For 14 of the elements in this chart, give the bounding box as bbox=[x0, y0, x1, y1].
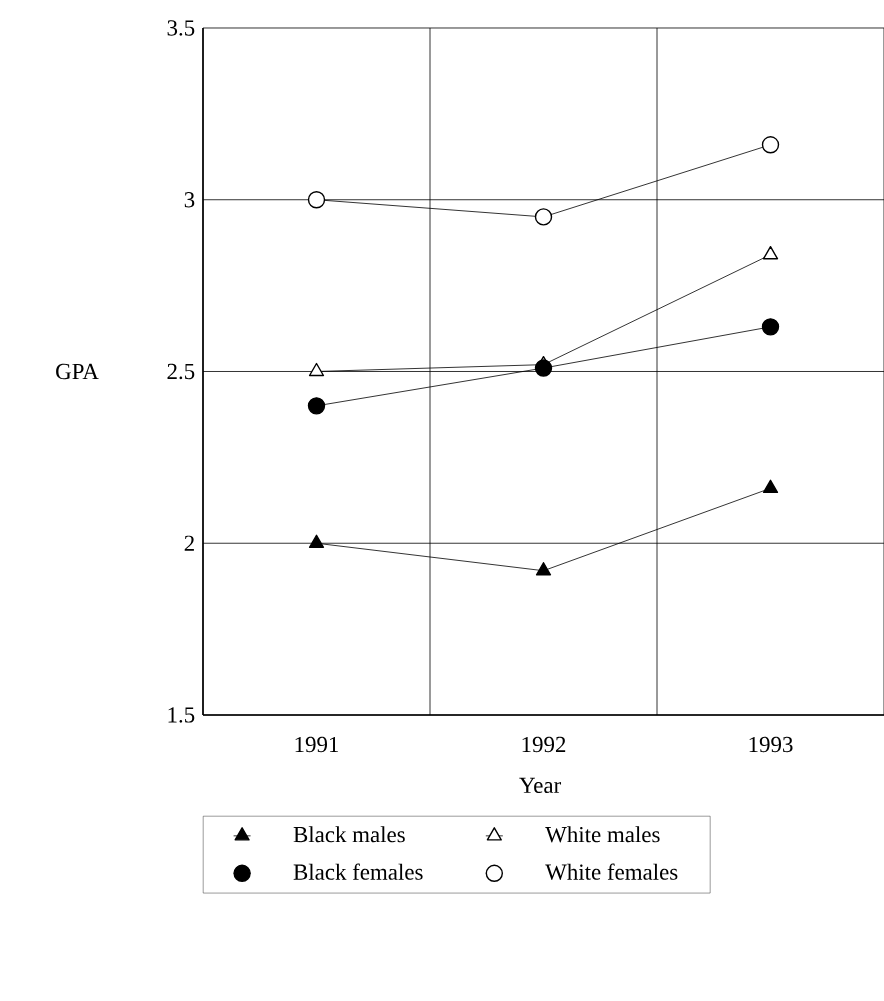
x-tick-label: 1991 bbox=[295, 736, 339, 753]
x-tick-label: 1993 bbox=[749, 736, 793, 753]
y-tick-label: 1.5 bbox=[168, 707, 195, 723]
x-tick-label: 1992 bbox=[522, 736, 566, 753]
y-axis-title: GPA bbox=[56, 363, 99, 380]
y-tick-label: 3 bbox=[184, 192, 195, 208]
legend-label: White males bbox=[545, 826, 660, 843]
y-tick-label: 2 bbox=[184, 535, 194, 551]
legend-label: Black females bbox=[293, 863, 423, 880]
y-tick-label: 3.5 bbox=[167, 20, 195, 36]
y-tick-label: 2.5 bbox=[167, 363, 195, 380]
legend-label: White females bbox=[545, 863, 678, 880]
legend-label: Black males bbox=[293, 826, 405, 843]
x-axis-title: Year bbox=[519, 777, 562, 794]
